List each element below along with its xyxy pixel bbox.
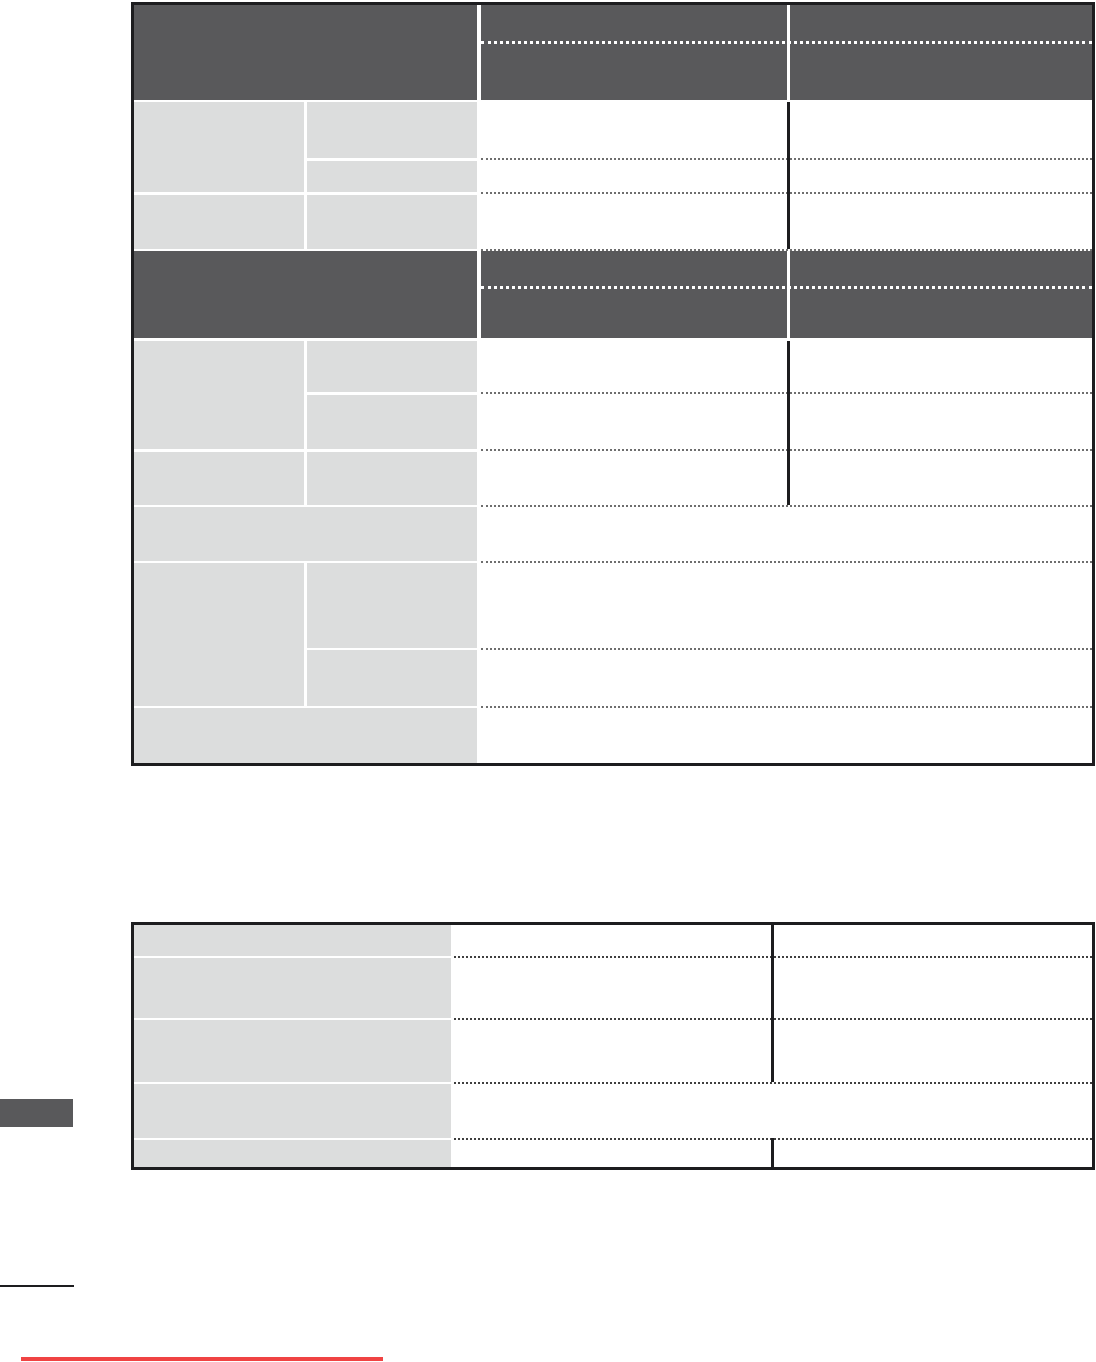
bottom-red-underline xyxy=(21,1357,383,1361)
table1-label-cell xyxy=(134,563,304,706)
table2-label-cell xyxy=(134,925,451,956)
table1-header1-mid-cell xyxy=(481,5,787,100)
row-separator xyxy=(481,192,1092,194)
row-separator xyxy=(481,505,1092,507)
table1-sublabel-cell xyxy=(307,650,477,706)
footer-rule xyxy=(0,1285,74,1287)
row-separator xyxy=(481,648,1092,650)
table2-label-cell xyxy=(134,1084,451,1138)
table1-sublabel-cell xyxy=(307,563,477,648)
table1-header1-right-cell xyxy=(790,5,1092,100)
row-separator xyxy=(481,158,1092,160)
spec-table-secondary xyxy=(131,922,1095,1170)
table1-sublabel-cell xyxy=(307,395,477,449)
table1-label-cell xyxy=(134,195,304,249)
table2-label-cell xyxy=(134,1020,451,1082)
table1-header2-mid-cell xyxy=(481,251,787,338)
table1-sublabel-cell xyxy=(307,195,477,249)
page-edge-tab xyxy=(0,1099,73,1127)
table1-sublabel-cell xyxy=(307,452,477,505)
row-separator xyxy=(481,449,1092,451)
table1-label-cell xyxy=(134,102,304,192)
table1-sublabel-cell xyxy=(307,161,477,192)
table2-label-cell xyxy=(134,1140,451,1167)
table1-label-cell xyxy=(134,341,304,449)
column-divider xyxy=(787,102,790,249)
table1-header1-left-cell xyxy=(134,5,477,100)
column-divider xyxy=(787,341,790,505)
table1-sublabel-cell xyxy=(307,102,477,158)
table1-merged-label-cell xyxy=(134,507,477,561)
table1-sublabel-cell xyxy=(307,341,477,392)
column-divider xyxy=(771,925,774,1082)
row-separator xyxy=(454,1082,1092,1084)
table1-header1-row-separator xyxy=(481,41,1092,44)
table1-label-cell xyxy=(134,452,304,505)
row-separator xyxy=(481,706,1092,708)
table2-label-cell xyxy=(134,958,451,1018)
row-separator xyxy=(481,561,1092,563)
spec-table-primary xyxy=(131,2,1095,766)
table1-merged-label-cell xyxy=(134,708,477,763)
row-separator xyxy=(481,392,1092,394)
table1-header2-left-cell xyxy=(134,251,477,338)
table1-header2-row-separator xyxy=(481,286,1092,289)
row-separator xyxy=(481,249,1092,251)
table1-header2-right-cell xyxy=(790,251,1092,338)
column-divider xyxy=(771,1138,774,1167)
